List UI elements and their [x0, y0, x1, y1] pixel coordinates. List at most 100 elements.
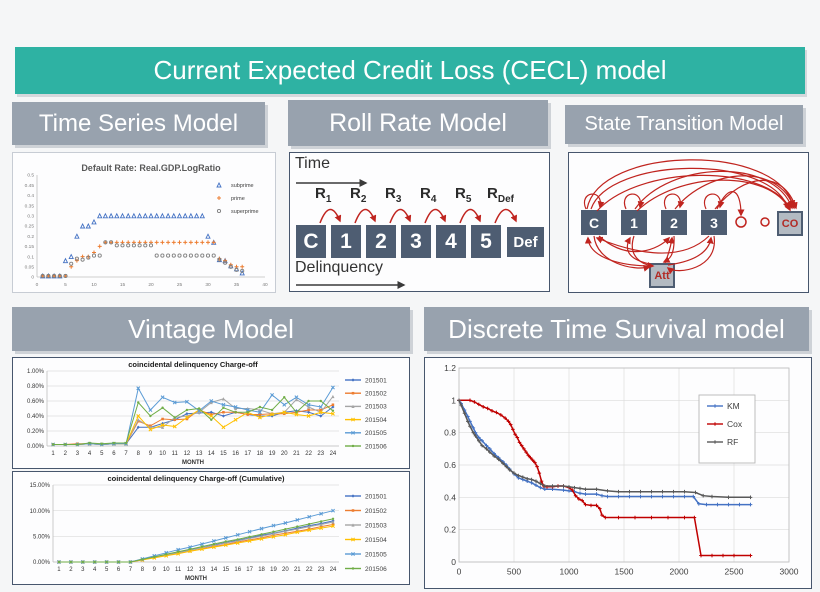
svg-text:0.6: 0.6 — [444, 460, 456, 470]
rate-label-R2: R2 — [350, 185, 367, 205]
svg-text:Cox: Cox — [727, 419, 743, 429]
svg-text:500: 500 — [507, 567, 521, 577]
svg-text:5.00%: 5.00% — [33, 534, 51, 540]
rate-label-R5: R5 — [455, 185, 472, 205]
state-transition-diagram: C 1 2 3 CO Att — [569, 153, 808, 292]
svg-text:11: 11 — [175, 567, 182, 573]
svg-text:15.00%: 15.00% — [30, 483, 51, 489]
svg-text:201503: 201503 — [365, 404, 387, 411]
vintage-chargeoff-chart: 0.00%0.20%0.40%0.60%0.80%1.00%1 2 3 4 5 6 7 8 9 1… — [27, 360, 387, 466]
svg-text:0.80%: 0.80% — [27, 384, 45, 390]
svg-text:0.00%: 0.00% — [27, 444, 45, 450]
svg-text:35: 35 — [234, 282, 240, 288]
svg-text:18: 18 — [257, 451, 264, 457]
svg-text:MONTH: MONTH — [182, 460, 204, 466]
delinquency-axis-label: Delinquency — [295, 259, 384, 276]
svg-text:prime: prime — [231, 196, 245, 202]
roll-state-box-5: 5 — [471, 225, 501, 258]
svg-text:20: 20 — [281, 451, 288, 457]
svg-text:19: 19 — [270, 567, 277, 573]
svg-text:1: 1 — [451, 395, 456, 405]
svg-text:24: 24 — [330, 567, 337, 573]
svg-text:201506: 201506 — [365, 566, 387, 573]
svg-text:201502: 201502 — [365, 390, 387, 397]
svg-text:coincidental delinquency Charg: coincidental delinquency Charge-off (Cum… — [107, 474, 285, 483]
svg-text:14: 14 — [211, 567, 218, 573]
svg-text:0: 0 — [451, 557, 456, 567]
svg-text:3000: 3000 — [780, 567, 799, 577]
svg-text:5: 5 — [105, 567, 109, 573]
banner: Current Expected Credit Loss (CECL) mode… — [15, 47, 805, 94]
svg-text:15: 15 — [222, 567, 229, 573]
roll-state-box-4: 4 — [436, 225, 466, 258]
svg-text:17: 17 — [246, 567, 253, 573]
svg-text:0.4: 0.4 — [444, 492, 456, 502]
svg-text:19: 19 — [269, 451, 276, 457]
rate-label-R3: R3 — [385, 185, 402, 205]
svg-text:9: 9 — [149, 451, 153, 457]
svg-text:3: 3 — [81, 567, 85, 573]
svg-text:10.00%: 10.00% — [30, 509, 51, 515]
svg-text:4: 4 — [93, 567, 97, 573]
svg-text:0.35: 0.35 — [25, 203, 35, 209]
svg-text:0.3: 0.3 — [27, 213, 34, 219]
survival-curves-chart: 0 0.2 0.4 0.6 0.8 1 1.2 0 500 1000 1500 2000 2500 300… — [444, 363, 799, 577]
header-time-series-model: Time Series Model — [12, 102, 265, 145]
header-state-transition-model: State Transition Model — [565, 105, 803, 144]
svg-text:8: 8 — [141, 567, 145, 573]
svg-text:12: 12 — [184, 451, 191, 457]
svg-text:15: 15 — [220, 451, 227, 457]
svg-text:1.2: 1.2 — [444, 363, 456, 373]
svg-text:4: 4 — [88, 451, 92, 457]
svg-text:7: 7 — [129, 567, 133, 573]
svg-text:17: 17 — [244, 451, 251, 457]
svg-text:6: 6 — [117, 567, 121, 573]
svg-text:21: 21 — [294, 567, 301, 573]
svg-text:0.05: 0.05 — [25, 264, 35, 270]
svg-text:18: 18 — [258, 567, 265, 573]
svg-text:201504: 201504 — [365, 537, 387, 544]
svg-text:0: 0 — [457, 567, 462, 577]
svg-text:0.15: 0.15 — [25, 244, 35, 250]
svg-text:0.2: 0.2 — [444, 525, 456, 535]
transition-state-box-2: 2 — [661, 210, 687, 235]
svg-text:16: 16 — [232, 451, 239, 457]
time-series-panel: 0 0.05 0.1 0.15 0.2 0.25 0.3 0.35 0.4 0.45 0.5 0 5 10… — [12, 152, 276, 293]
vintage-chargeoff-panel: 0.00% 0.20% 0.40% 0.60% 0.80% 1.00% 1 2 3 4 5 6 7 8 9 1… — [12, 357, 410, 469]
svg-text:201501: 201501 — [365, 493, 387, 500]
svg-text:KM: KM — [727, 401, 740, 411]
svg-text:20: 20 — [148, 282, 154, 288]
svg-text:16: 16 — [234, 567, 241, 573]
header-roll-rate-label: Roll Rate Model — [329, 108, 507, 137]
svg-text:8: 8 — [137, 451, 141, 457]
svg-text:2: 2 — [69, 567, 73, 573]
svg-text:201504: 201504 — [365, 417, 387, 424]
vintage-cumulative-panel: 0.00% 5.00% 10.00% 15.00% 1 2 3 4 5 6 7 8 9 10 11 12 13 1… — [12, 471, 410, 585]
svg-text:9: 9 — [153, 567, 157, 573]
svg-text:coincidental delinquency Charg: coincidental delinquency Charge-off — [128, 360, 258, 369]
svg-text:Default Rate: Real.GDP.LogRati: Default Rate: Real.GDP.LogRatio — [81, 163, 221, 173]
svg-text:201505: 201505 — [365, 430, 387, 437]
svg-text:0: 0 — [36, 282, 39, 288]
svg-text:10: 10 — [163, 567, 170, 573]
svg-text:10: 10 — [159, 451, 166, 457]
svg-text:15: 15 — [120, 282, 126, 288]
survival-panel: 0 0.2 0.4 0.6 0.8 1 1.2 0 500 1000 1500 2000 2500 300… — [424, 357, 812, 589]
svg-text:0.45: 0.45 — [25, 183, 35, 189]
intermediate-state-circle-2 — [760, 217, 770, 227]
roll-rate-arrows — [296, 179, 517, 289]
svg-text:14: 14 — [208, 451, 215, 457]
header-roll-rate-model: Roll Rate Model — [288, 100, 548, 146]
transition-state-box-3: 3 — [701, 210, 727, 235]
svg-text:2500: 2500 — [725, 567, 744, 577]
chargeoff-state-box: CO — [777, 211, 803, 236]
svg-text:1: 1 — [51, 451, 55, 457]
roll-state-box-2: 2 — [366, 225, 396, 258]
svg-text:1: 1 — [57, 567, 61, 573]
svg-text:0.4: 0.4 — [27, 193, 34, 199]
svg-text:superprime: superprime — [231, 209, 259, 215]
svg-text:0.25: 0.25 — [25, 224, 35, 230]
svg-text:201505: 201505 — [365, 551, 387, 558]
svg-text:1500: 1500 — [615, 567, 634, 577]
roll-state-box-Def: Def — [507, 227, 544, 257]
